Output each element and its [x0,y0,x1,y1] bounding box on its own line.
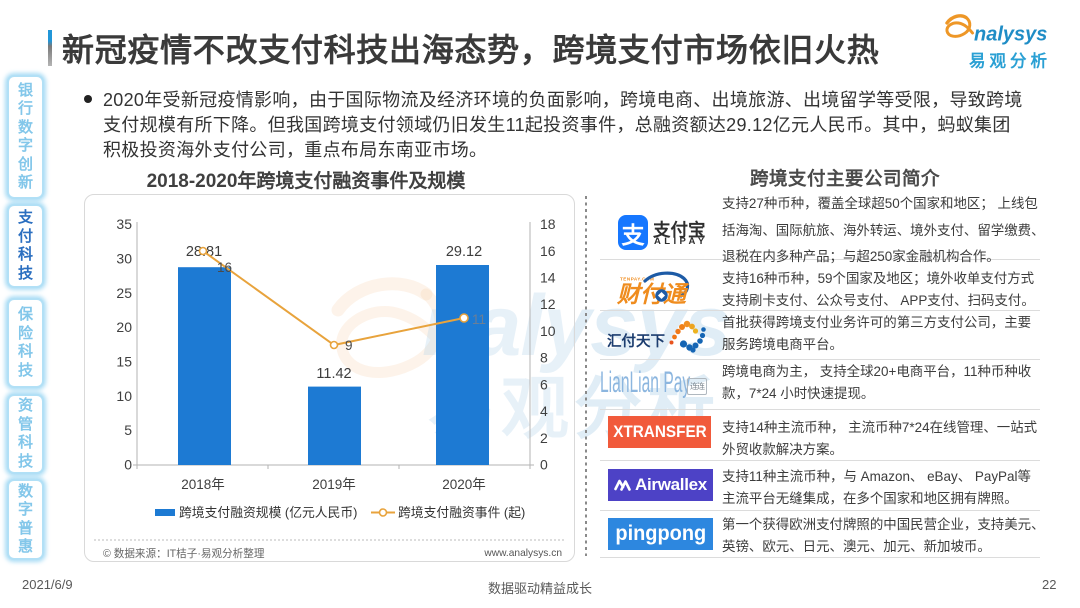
svg-text:易观分析: 易观分析 [969,51,1051,71]
svg-text:15: 15 [116,354,132,370]
svg-text:www.analysys.cn: www.analysys.cn [483,548,562,559]
svg-text:35: 35 [116,216,132,232]
svg-text:18: 18 [540,216,556,232]
svg-text:nalysys: nalysys [974,24,1047,46]
svg-text:30: 30 [116,250,132,266]
svg-text:© 数据来源：IT桔子·易观分析整理: © 数据来源：IT桔子·易观分析整理 [103,547,265,560]
svg-text:4: 4 [540,403,548,419]
svg-text:跨境支付融资事件 (起): 跨境支付融资事件 (起) [398,505,525,520]
svg-text:9: 9 [345,338,353,353]
svg-text:2019年: 2019年 [312,477,356,492]
svg-text:16: 16 [540,243,556,259]
svg-text:14: 14 [540,270,556,286]
svg-text:0: 0 [124,457,132,473]
svg-text:11: 11 [472,312,486,327]
svg-text:25: 25 [116,285,132,301]
svg-text:5: 5 [124,422,132,438]
svg-text:16: 16 [217,260,232,275]
svg-text:11.42: 11.42 [316,366,351,382]
svg-text:29.12: 29.12 [446,244,482,260]
svg-text:2020年: 2020年 [442,477,486,492]
svg-text:6: 6 [540,376,548,392]
svg-text:财付通: 财付通 [616,281,690,307]
svg-text:TENPAY.COM: TENPAY.COM [620,277,654,282]
svg-text:12: 12 [540,296,556,312]
svg-text:2: 2 [540,430,548,446]
svg-text:8: 8 [540,350,548,366]
svg-text:10: 10 [540,323,556,339]
svg-text:跨境支付融资规模 (亿元人民币): 跨境支付融资规模 (亿元人民币) [179,505,357,520]
svg-text:20: 20 [116,319,132,335]
svg-text:0: 0 [540,457,548,473]
svg-text:2018年: 2018年 [181,477,225,492]
svg-text:10: 10 [116,388,132,404]
